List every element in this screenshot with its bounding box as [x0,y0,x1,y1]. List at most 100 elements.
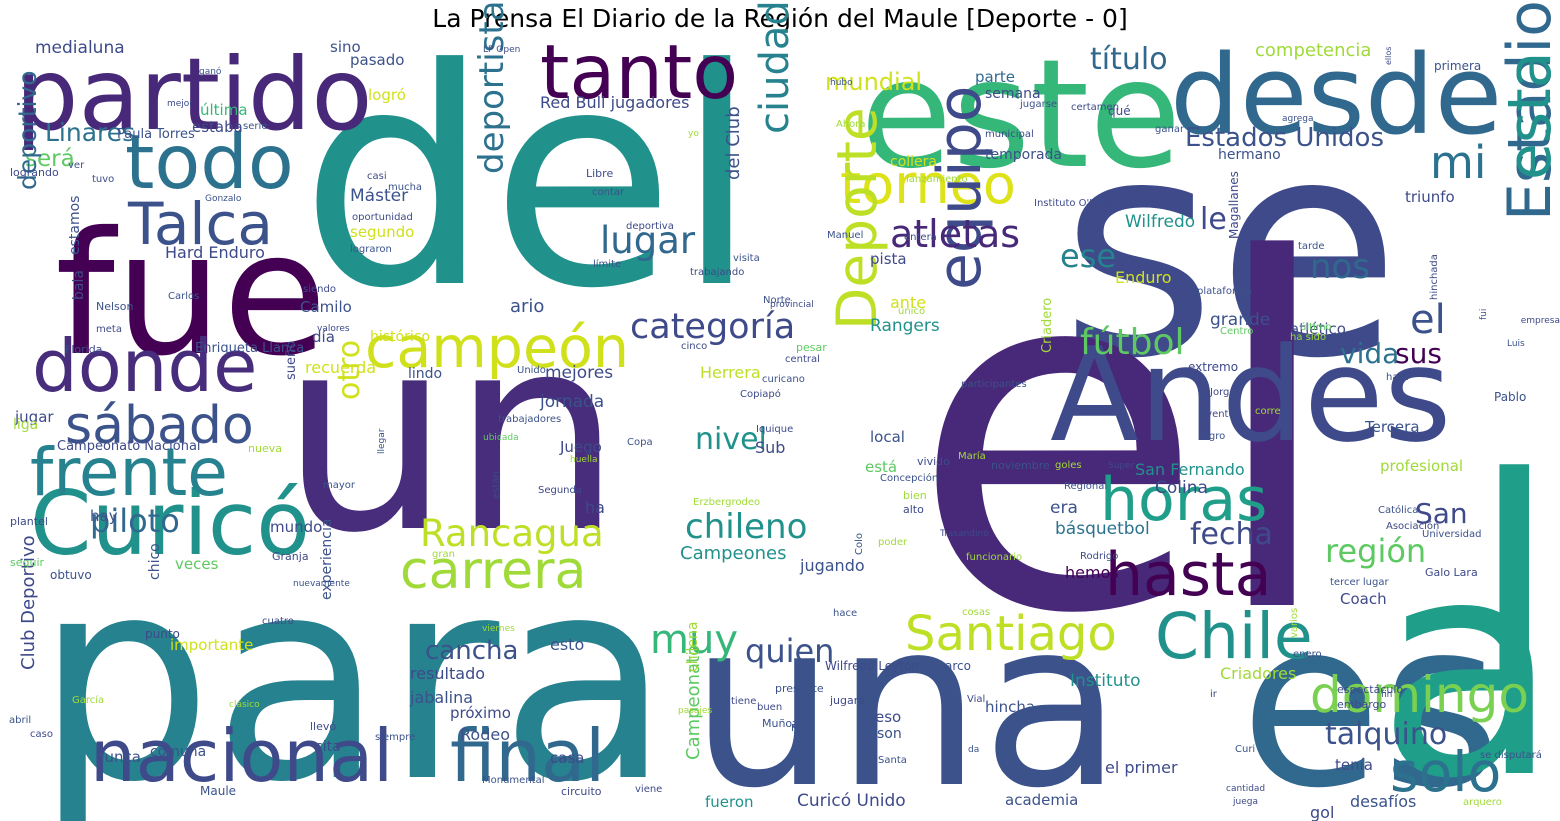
cloud-word: María [958,451,986,462]
cloud-word: del Club [723,106,744,180]
cloud-word: Tercera [1365,418,1420,436]
cloud-word: Paula Torres [117,127,195,142]
cloud-word: cinco [681,341,708,352]
cloud-word: I [1470,405,1559,754]
cloud-word: Linares [45,118,136,147]
cloud-word: Santiago [905,606,1117,662]
cloud-word: Curicó Unido [797,791,906,811]
figure-title: La Prensa El Diario de la Región del Mau… [432,4,1128,33]
cloud-word: tercer lugar [1330,577,1389,588]
cloud-word: nacional [90,714,394,798]
cloud-word: pista [870,250,907,268]
cloud-word: empresa [1520,316,1560,326]
cloud-word: Norte [763,295,791,306]
cloud-word: ese [1060,237,1117,275]
cloud-word: yo [688,129,699,139]
cloud-word: para [35,518,672,821]
cloud-word: Florida [65,343,103,356]
cloud-word: Trasandino [940,529,989,539]
cloud-word: arco [945,659,971,673]
cloud-word: Campeonato Nacional [57,439,201,454]
cloud-word: huella [570,455,598,465]
cloud-word: mundial [825,68,923,96]
cloud-word: Talca [128,190,273,258]
cloud-word: seguir [10,556,45,569]
cloud-word: ha sido [1290,332,1327,343]
cloud-word: tenía [1335,756,1373,774]
cloud-word: parte [975,68,1015,86]
cloud-word: Católica [1378,505,1419,516]
cloud-word: Colo [854,533,865,555]
cloud-word: Instituto [1070,671,1141,691]
cloud-word: serie [243,121,268,132]
cloud-word: domingo [1310,666,1529,724]
cloud-word: resultado [410,664,486,683]
cloud-word: lograndо [10,166,59,179]
cloud-word: hará [1386,372,1409,383]
cloud-word: talquino [1325,717,1448,752]
cloud-word: este [860,28,1182,202]
cloud-word: profesional [1380,457,1464,475]
cloud-word: título [1090,42,1168,77]
cloud-word: son [877,726,902,742]
cloud-word: embargo [1337,698,1387,711]
cloud-word: cantidad [1226,784,1266,794]
cloud-word: Santa [878,755,907,766]
cloud-word: Nelson [96,300,134,313]
cloud-word: agrega [1282,114,1314,124]
cloud-word: Enduro [1115,268,1172,287]
cloud-word: Andes [1050,319,1452,471]
cloud-word: era [1050,498,1078,518]
cloud-word: hermano [1218,147,1281,163]
cloud-word: Erzbergrodeo [693,497,761,508]
cloud-word: tiene [731,696,757,707]
cloud-word: nueva [248,442,282,455]
cloud-word: Curi [1235,744,1256,755]
cloud-word: ganó [199,67,222,77]
cloud-word: Red [791,723,810,734]
cloud-word: Camilo [300,298,352,316]
cloud-word: arquero [1463,797,1502,808]
cloud-word: importante [170,636,254,654]
cloud-word: cosas [962,607,991,618]
cloud-word: chilena [685,621,701,672]
cloud-word: Instituto O'Higgins [1034,198,1127,209]
cloud-word: hinchada [1429,254,1440,300]
cloud-word: LP Open [483,45,521,55]
cloud-word: Copa [627,437,653,448]
cloud-word: piloto [90,502,180,540]
cloud-word: provincial [770,300,814,310]
cloud-word: ganar [1155,124,1185,135]
cloud-word: Concepción [880,473,939,484]
cloud-word: sus [1395,337,1442,370]
cloud-word: Segunda [538,485,582,496]
cloud-word: chico [147,543,163,580]
cloud-word: oportunidad [352,212,413,223]
cloud-word: mucha [388,182,423,193]
cloud-word: extremo [1188,360,1239,374]
cloud-word: solo [1390,740,1502,804]
cloud-word: bala [71,270,87,300]
cloud-word: collera [890,154,937,170]
cloud-word: mejores [545,363,614,383]
cloud-word: Campeones [680,543,787,564]
cloud-word: Asociación [1386,521,1440,532]
cloud-word: certamen [1071,102,1120,113]
cloud-word: tanto [540,28,739,116]
cloud-word: atletas [890,212,1021,256]
cloud-word: Galo Lara [1425,566,1478,579]
cloud-word: liga [13,417,39,433]
cloud-word: chileno [685,507,808,547]
cloud-word: espectáculo [1337,683,1404,696]
cloud-word: Maule [200,784,237,798]
cloud-word: Centro [1220,326,1254,337]
cloud-word: Chile [1155,600,1313,673]
cloud-word: Hard Enduro [165,243,265,262]
cloud-word: deportiva [626,221,674,232]
cloud-word: caso [30,729,53,740]
cloud-word: frente [30,434,228,511]
cloud-word: campeón [365,315,630,381]
cloud-word: Luis [1507,339,1525,349]
cloud-word: trabajando [690,267,745,278]
cloud-word: Copiapó [740,389,781,400]
